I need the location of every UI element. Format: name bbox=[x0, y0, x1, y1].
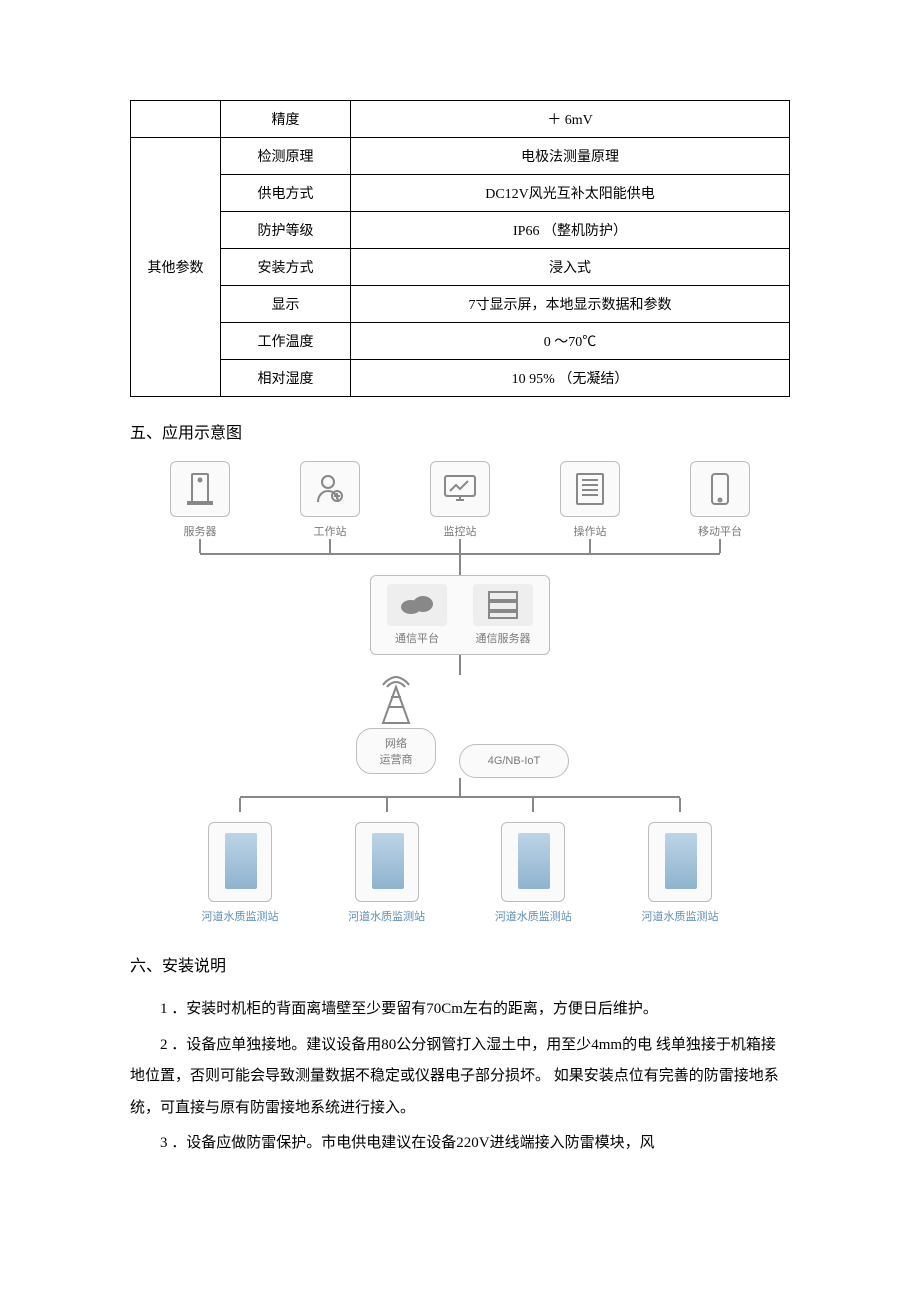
spec-key: 工作温度 bbox=[221, 323, 351, 360]
station-icon bbox=[355, 822, 419, 902]
section6-body: 1 ．安装时机柜的背面离墙壁至少要留有70Cm左右的距离，方便日后维护。 2 ．… bbox=[130, 994, 790, 1160]
paragraph: 1 ．安装时机柜的背面离墙壁至少要留有70Cm左右的距离，方便日后维护。 bbox=[130, 994, 790, 1026]
diagram-drop-2 bbox=[459, 655, 461, 675]
diagram-top-stubs bbox=[130, 539, 790, 553]
empty-cell bbox=[131, 101, 221, 138]
comm-platform: 通信平台 bbox=[379, 584, 455, 646]
station-label: 河道水质监测站 bbox=[190, 908, 290, 924]
network-row: 网络 运营商 4G/NB-IoT bbox=[130, 675, 790, 778]
station-icon bbox=[501, 822, 565, 902]
table-row: 显示 7寸显示屏，本地显示数据和参数 bbox=[131, 286, 790, 323]
table-row: 供电方式 DC12V风光互补太阳能供电 bbox=[131, 175, 790, 212]
station-label: 河道水质监测站 bbox=[337, 908, 437, 924]
spec-key: 相对湿度 bbox=[221, 360, 351, 397]
node-workstation: 工作站 bbox=[290, 461, 370, 539]
network-cloud: 4G/NB-IoT bbox=[459, 744, 569, 778]
spec-category: 其他参数 bbox=[131, 138, 221, 397]
table-row: 精度 ＋ 6mV bbox=[131, 101, 790, 138]
section5-heading: 五、应用示意图 bbox=[130, 419, 790, 443]
comm-server-label: 通信服务器 bbox=[465, 630, 541, 646]
spec-table: 精度 ＋ 6mV 其他参数 检测原理 电极法测量原理 供电方式 DC12V风光互… bbox=[130, 100, 790, 397]
spec-key: 显示 bbox=[221, 286, 351, 323]
operator-icon bbox=[560, 461, 620, 517]
spec-value: 浸入式 bbox=[351, 249, 790, 286]
node-label: 操作站 bbox=[550, 523, 630, 539]
station-node: 河道水质监测站 bbox=[630, 822, 730, 924]
table-row: 相对湿度 10 95% （无凝结） bbox=[131, 360, 790, 397]
spec-key: 供电方式 bbox=[221, 175, 351, 212]
workstation-icon bbox=[300, 461, 360, 517]
station-label: 河道水质监测站 bbox=[483, 908, 583, 924]
spec-key: 防护等级 bbox=[221, 212, 351, 249]
node-mobile: 移动平台 bbox=[680, 461, 760, 539]
spec-key: 安装方式 bbox=[221, 249, 351, 286]
comm-box: 通信平台 通信服务器 bbox=[370, 575, 550, 655]
carrier-tower: 网络 运营商 bbox=[351, 675, 441, 778]
document-page: 精度 ＋ 6mV 其他参数 检测原理 电极法测量原理 供电方式 DC12V风光互… bbox=[0, 0, 920, 1224]
node-label: 监控站 bbox=[420, 523, 500, 539]
table-row: 安装方式 浸入式 bbox=[131, 249, 790, 286]
paragraph: 3 ．设备应做防雷保护。市电供电建议在设备220V进线端接入防雷模块，风 bbox=[130, 1128, 790, 1160]
comm-platform-label: 通信平台 bbox=[379, 630, 455, 646]
comm-server: 通信服务器 bbox=[465, 584, 541, 646]
node-operator: 操作站 bbox=[550, 461, 630, 539]
diagram-drop-3 bbox=[459, 778, 461, 796]
station-icon bbox=[648, 822, 712, 902]
spec-value: IP66 （整机防护） bbox=[351, 212, 790, 249]
station-label: 河道水质监测站 bbox=[630, 908, 730, 924]
diagram-bottom-row: 河道水质监测站 河道水质监测站 河道水质监测站 河道水质监测站 bbox=[130, 822, 790, 924]
table-row: 工作温度 0 ～70℃ bbox=[131, 323, 790, 360]
paragraph: 2 ．设备应单独接地。建议设备用80公分钢管打入湿土中，用至少4mm的电 线单独… bbox=[130, 1030, 790, 1125]
node-server: 服务器 bbox=[160, 461, 240, 539]
monitor-icon bbox=[430, 461, 490, 517]
spec-value: ＋ 6mV bbox=[351, 101, 790, 138]
station-node: 河道水质监测站 bbox=[190, 822, 290, 924]
carrier-label: 网络 运营商 bbox=[356, 728, 436, 774]
diagram-bottom-stubs bbox=[130, 798, 790, 812]
node-label: 工作站 bbox=[290, 523, 370, 539]
node-label: 服务器 bbox=[160, 523, 240, 539]
spec-value: DC12V风光互补太阳能供电 bbox=[351, 175, 790, 212]
mobile-icon bbox=[690, 461, 750, 517]
section6-heading: 六、安装说明 bbox=[130, 952, 790, 976]
rack-icon bbox=[473, 584, 533, 626]
station-node: 河道水质监测站 bbox=[337, 822, 437, 924]
station-icon bbox=[208, 822, 272, 902]
node-label: 移动平台 bbox=[680, 523, 760, 539]
server-icon bbox=[170, 461, 230, 517]
station-node: 河道水质监测站 bbox=[483, 822, 583, 924]
cloud-gear-icon bbox=[387, 584, 447, 626]
diagram-drop-1 bbox=[459, 555, 461, 575]
diagram-top-row: 服务器 工作站 监控站 操作站 bbox=[130, 461, 790, 539]
table-row: 防护等级 IP66 （整机防护） bbox=[131, 212, 790, 249]
spec-value: 电极法测量原理 bbox=[351, 138, 790, 175]
spec-value: 7寸显示屏，本地显示数据和参数 bbox=[351, 286, 790, 323]
spec-value: 0 ～70℃ bbox=[351, 323, 790, 360]
table-row: 其他参数 检测原理 电极法测量原理 bbox=[131, 138, 790, 175]
spec-key: 检测原理 bbox=[221, 138, 351, 175]
antenna-icon bbox=[371, 675, 421, 725]
node-monitor: 监控站 bbox=[420, 461, 500, 539]
spec-key: 精度 bbox=[221, 101, 351, 138]
spec-value: 10 95% （无凝结） bbox=[351, 360, 790, 397]
application-diagram: 服务器 工作站 监控站 操作站 bbox=[130, 461, 790, 924]
